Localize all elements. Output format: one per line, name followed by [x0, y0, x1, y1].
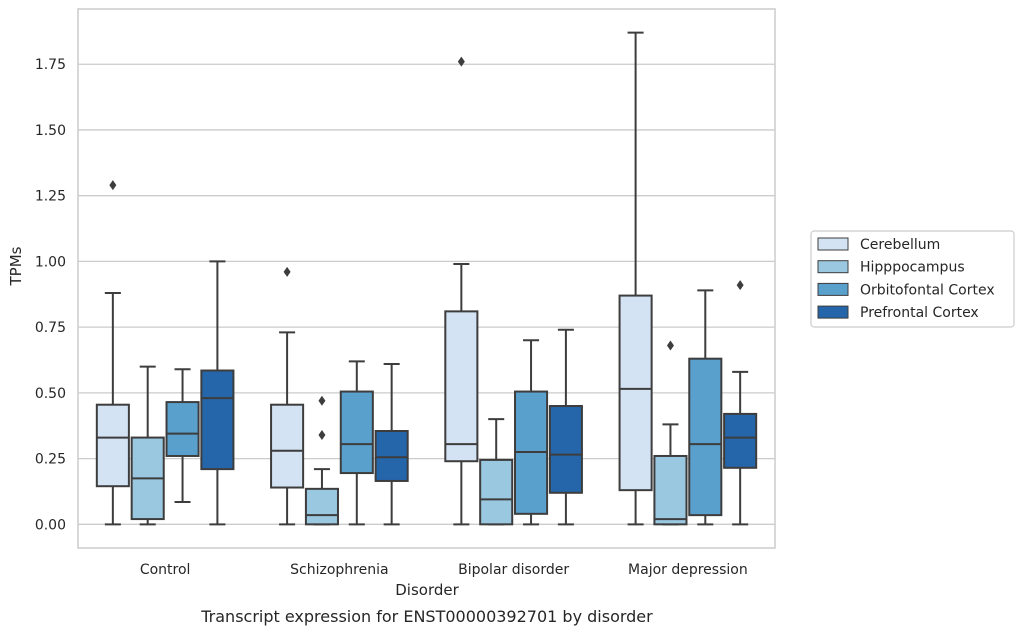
outlier-point — [318, 395, 326, 406]
legend-label: Prefrontal Cortex — [860, 305, 979, 321]
plot-frame — [77, 8, 776, 549]
y-tick-label: 1.25 — [35, 189, 66, 205]
outlier-point — [283, 266, 291, 277]
chart-caption: Transcript expression for ENST0000039270… — [200, 607, 653, 626]
x-tick-label: Major depression — [628, 562, 748, 578]
outlier-point — [109, 180, 117, 191]
legend-label: Cerebellum — [860, 237, 940, 253]
box-1-1 — [304, 395, 339, 526]
box-2-3 — [688, 289, 723, 526]
outlier-point — [318, 429, 326, 440]
box-body — [270, 403, 305, 489]
legend-swatch — [817, 305, 849, 319]
box-body — [444, 310, 479, 463]
legend-label: Orbitofontal Cortex — [860, 282, 995, 298]
x-axis: Control Schizophrenia Bipolar disorder Majo… — [140, 562, 748, 578]
y-axis: 0.00 0.25 0.50 0.75 1.00 1.25 1.50 1.75 — [35, 57, 66, 533]
legend-swatch — [817, 282, 849, 296]
y-tick-label: 0.50 — [35, 386, 66, 402]
box-1-3 — [653, 340, 688, 526]
box-body — [548, 405, 583, 494]
box-3-1 — [374, 362, 409, 526]
plot-area — [95, 31, 758, 526]
box-2-0 — [165, 368, 200, 503]
box-body — [339, 390, 374, 475]
box-body — [374, 429, 409, 482]
grid-layer — [78, 63, 775, 525]
outlier-point — [666, 340, 674, 351]
y-tick-label: 1.00 — [35, 254, 66, 270]
box-body — [165, 401, 200, 457]
box-body — [723, 412, 758, 469]
box-body — [304, 487, 339, 526]
box-0-0 — [95, 180, 130, 526]
box-body — [479, 458, 514, 526]
y-axis-label: TPMs — [7, 246, 25, 286]
x-tick-label: Schizophrenia — [290, 562, 388, 578]
x-tick-label: Control — [140, 562, 191, 578]
box-2-1 — [339, 360, 374, 526]
y-tick-label: 1.50 — [35, 123, 66, 139]
box-body — [688, 357, 723, 517]
legend-swatch — [817, 237, 849, 251]
box-3-3 — [723, 280, 758, 526]
box-0-3 — [618, 31, 653, 526]
y-tick-label: 0.00 — [35, 517, 66, 533]
box-0-1 — [270, 266, 305, 526]
box-3-0 — [200, 260, 235, 526]
legend-box — [810, 230, 1015, 328]
box-1-2 — [479, 418, 514, 526]
outlier-point — [457, 56, 465, 67]
box-1-0 — [130, 365, 165, 526]
x-tick-label: Bipolar disorder — [458, 562, 569, 578]
box-2-2 — [514, 339, 549, 526]
box-body — [618, 294, 653, 492]
outlier-point — [736, 280, 744, 291]
box-body — [200, 369, 235, 471]
box-body — [653, 454, 688, 526]
x-axis-label: Disorder — [395, 581, 459, 599]
box-0-2 — [444, 56, 479, 526]
y-tick-label: 0.25 — [35, 452, 66, 468]
legend-label: Hipppocampus — [860, 260, 965, 276]
box-body — [95, 403, 130, 488]
legend-swatch — [817, 260, 849, 274]
box-3-2 — [548, 328, 583, 526]
legend: Cerebellum Hipppocampus Orbitofontal Corte… — [810, 230, 1015, 328]
y-tick-label: 1.75 — [35, 57, 66, 73]
y-tick-label: 0.75 — [35, 320, 66, 336]
